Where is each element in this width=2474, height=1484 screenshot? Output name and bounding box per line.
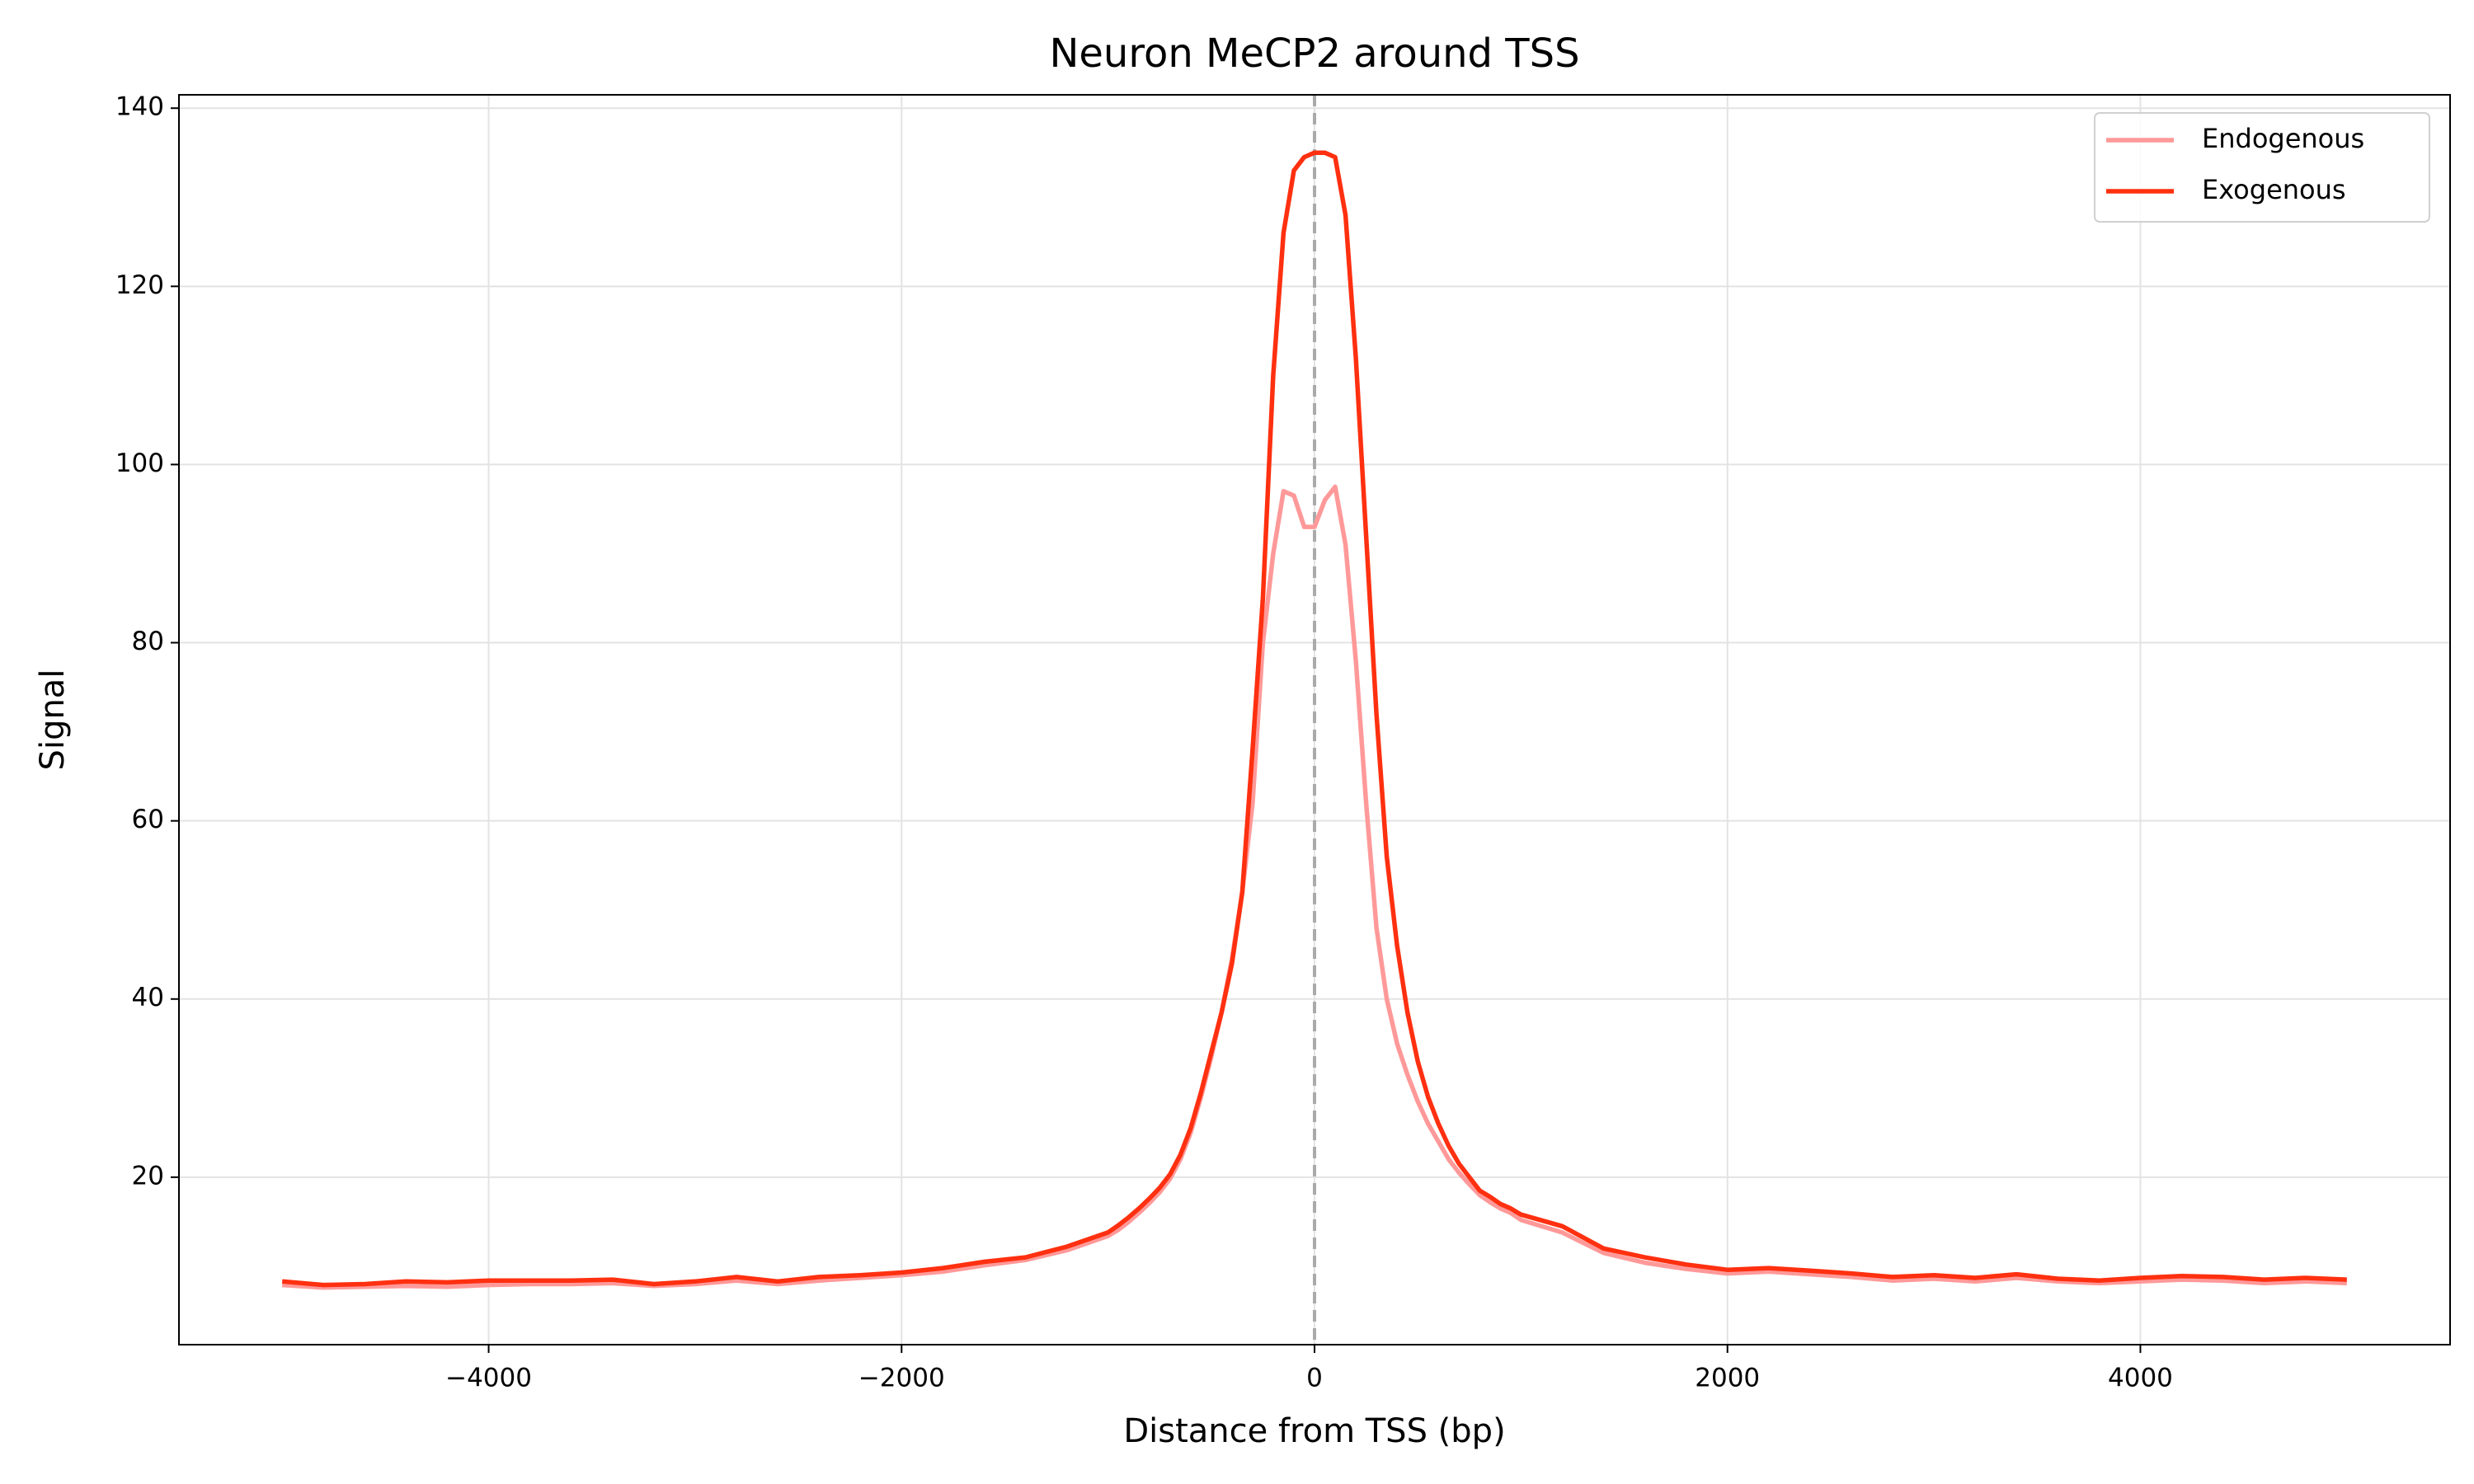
y-tick-label: 40 [132, 983, 164, 1012]
y-tick-label: 140 [115, 92, 164, 122]
legend: Endogenous Exogenous [2094, 112, 2430, 223]
y-axis-label: Signal [34, 669, 72, 771]
chart-title: Neuron MeCP2 around TSS [1049, 31, 1579, 77]
x-tick-label: −2000 [858, 1364, 945, 1393]
legend-box [2094, 112, 2430, 223]
y-tick-label: 60 [132, 805, 164, 834]
y-tick-label: 20 [132, 1161, 164, 1190]
x-tick-label: 0 [1306, 1364, 1323, 1393]
legend-label: Endogenous [2202, 123, 2364, 154]
y-tick-label: 100 [115, 448, 164, 478]
x-tick-label: −4000 [445, 1364, 532, 1393]
y-tick-label: 120 [115, 270, 164, 300]
legend-label: Exogenous [2202, 174, 2346, 205]
data-line [282, 484, 2347, 1290]
x-tick-label: 2000 [1695, 1364, 1760, 1393]
x-tick-label: 4000 [2108, 1364, 2173, 1393]
x-axis-label: Distance from TSS (bp) [1123, 1412, 1505, 1450]
data-line [281, 150, 2347, 1288]
y-tick-label: 80 [132, 627, 164, 656]
plot-frame [178, 94, 2451, 1345]
